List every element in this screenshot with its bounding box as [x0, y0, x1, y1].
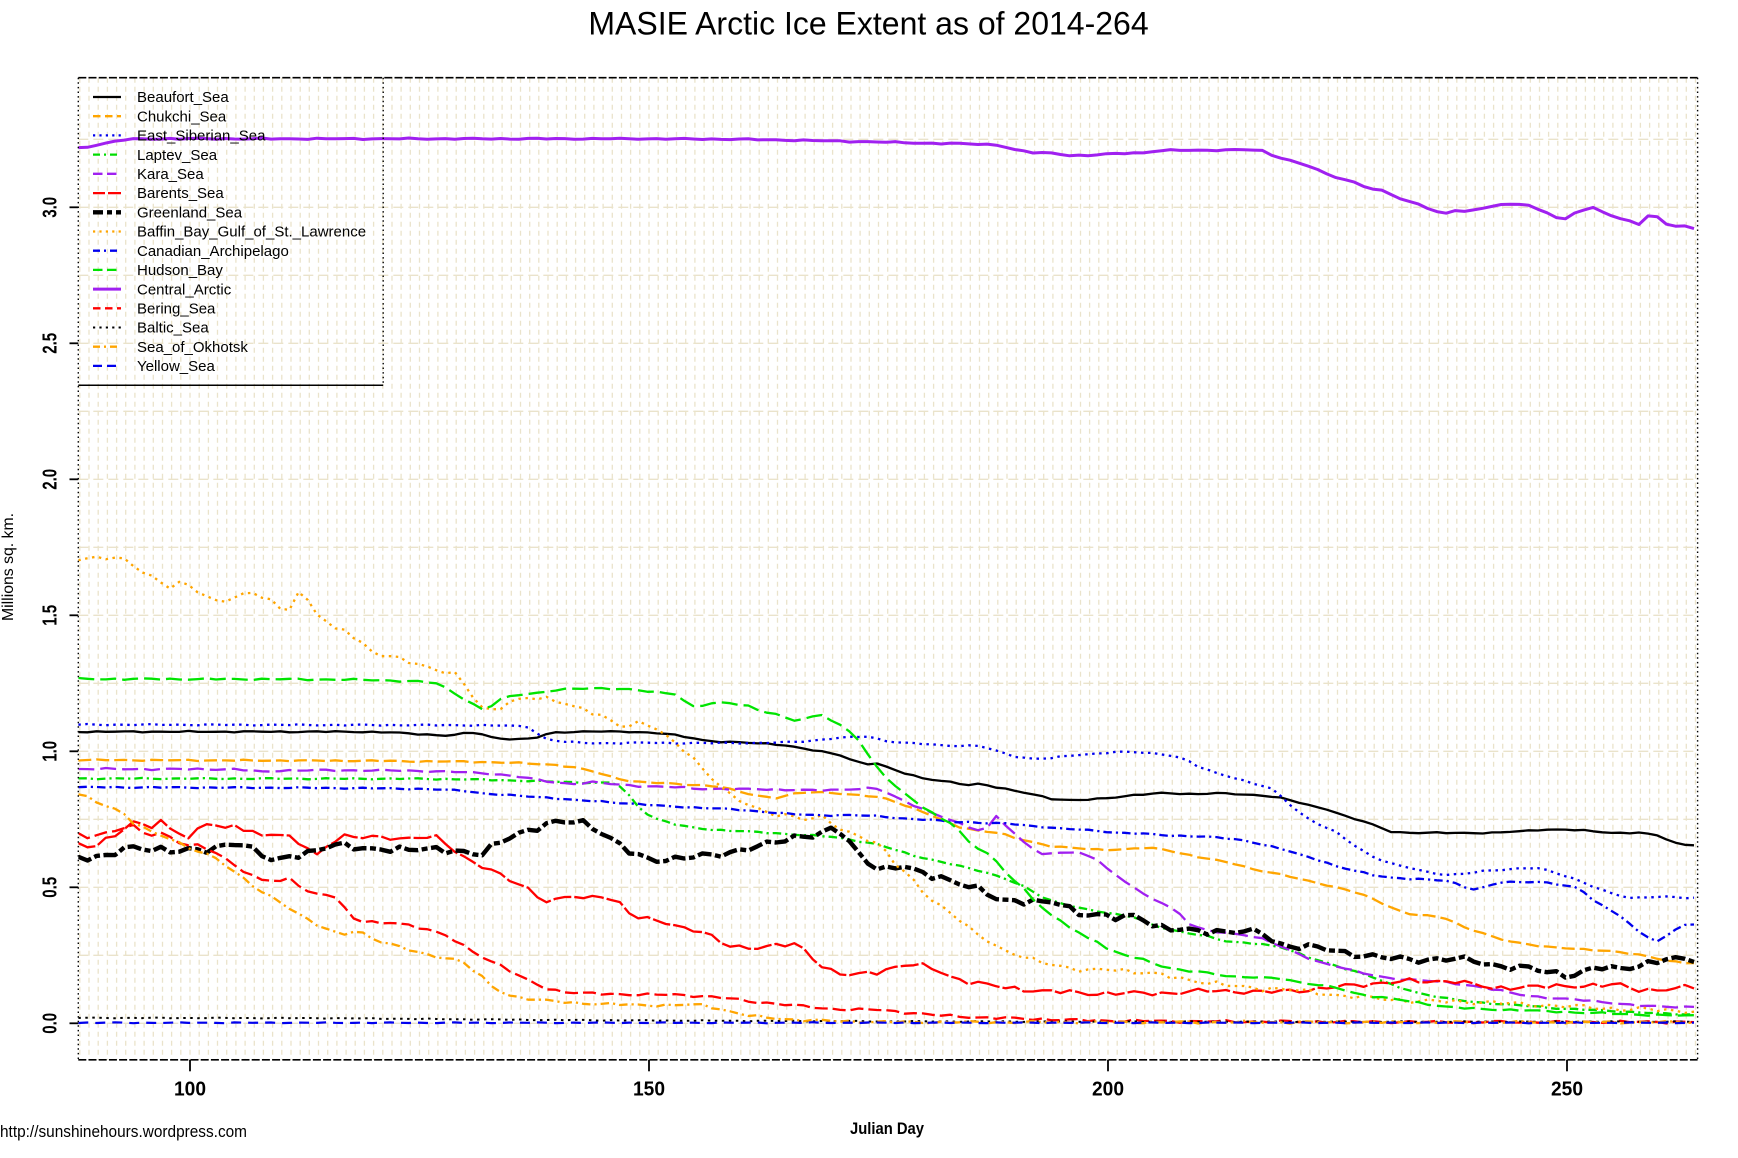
svg-text:Beaufort_Sea: Beaufort_Sea [137, 89, 229, 106]
svg-text:Laptev_Sea: Laptev_Sea [137, 147, 218, 164]
svg-text:Millions sq. km.: Millions sq. km. [0, 513, 17, 621]
svg-text:Central_Arctic: Central_Arctic [137, 281, 232, 298]
svg-text:2.5: 2.5 [40, 333, 62, 354]
svg-text:150: 150 [633, 1079, 665, 1101]
svg-text:Sea_of_Okhotsk: Sea_of_Okhotsk [137, 339, 248, 356]
svg-text:Kara_Sea: Kara_Sea [137, 166, 204, 183]
svg-text:200: 200 [1092, 1079, 1124, 1101]
svg-text:East_Siberian_Sea: East_Siberian_Sea [137, 128, 266, 145]
svg-text:Bering_Sea: Bering_Sea [137, 301, 216, 318]
svg-text:1.5: 1.5 [40, 605, 62, 626]
svg-text:Baffin_Bay_Gulf_of_St._Lawrenc: Baffin_Bay_Gulf_of_St._Lawrence [137, 224, 366, 241]
svg-text:Chukchi_Sea: Chukchi_Sea [137, 108, 227, 125]
svg-text:100: 100 [174, 1079, 206, 1101]
svg-text:1.0: 1.0 [40, 741, 62, 762]
svg-text:Baltic_Sea: Baltic_Sea [137, 320, 209, 337]
svg-text:Yellow_Sea: Yellow_Sea [137, 358, 215, 375]
svg-text:2.0: 2.0 [40, 469, 62, 490]
svg-text:0.5: 0.5 [40, 877, 62, 898]
svg-text:250: 250 [1551, 1079, 1583, 1101]
svg-text:http://sunshinehours.wordpress: http://sunshinehours.wordpress.com [0, 1123, 247, 1141]
svg-text:MASIE Arctic Ice Extent as of: MASIE Arctic Ice Extent as of 2014-264 [588, 6, 1148, 42]
svg-text:Barents_Sea: Barents_Sea [137, 185, 224, 202]
svg-text:Greenland_Sea: Greenland_Sea [137, 205, 243, 222]
svg-text:3.0: 3.0 [40, 197, 62, 218]
svg-text:Julian Day: Julian Day [850, 1119, 924, 1138]
svg-text:Canadian_Archipelago: Canadian_Archipelago [137, 243, 289, 260]
svg-text:Hudson_Bay: Hudson_Bay [137, 262, 223, 279]
svg-text:0.0: 0.0 [40, 1013, 62, 1034]
